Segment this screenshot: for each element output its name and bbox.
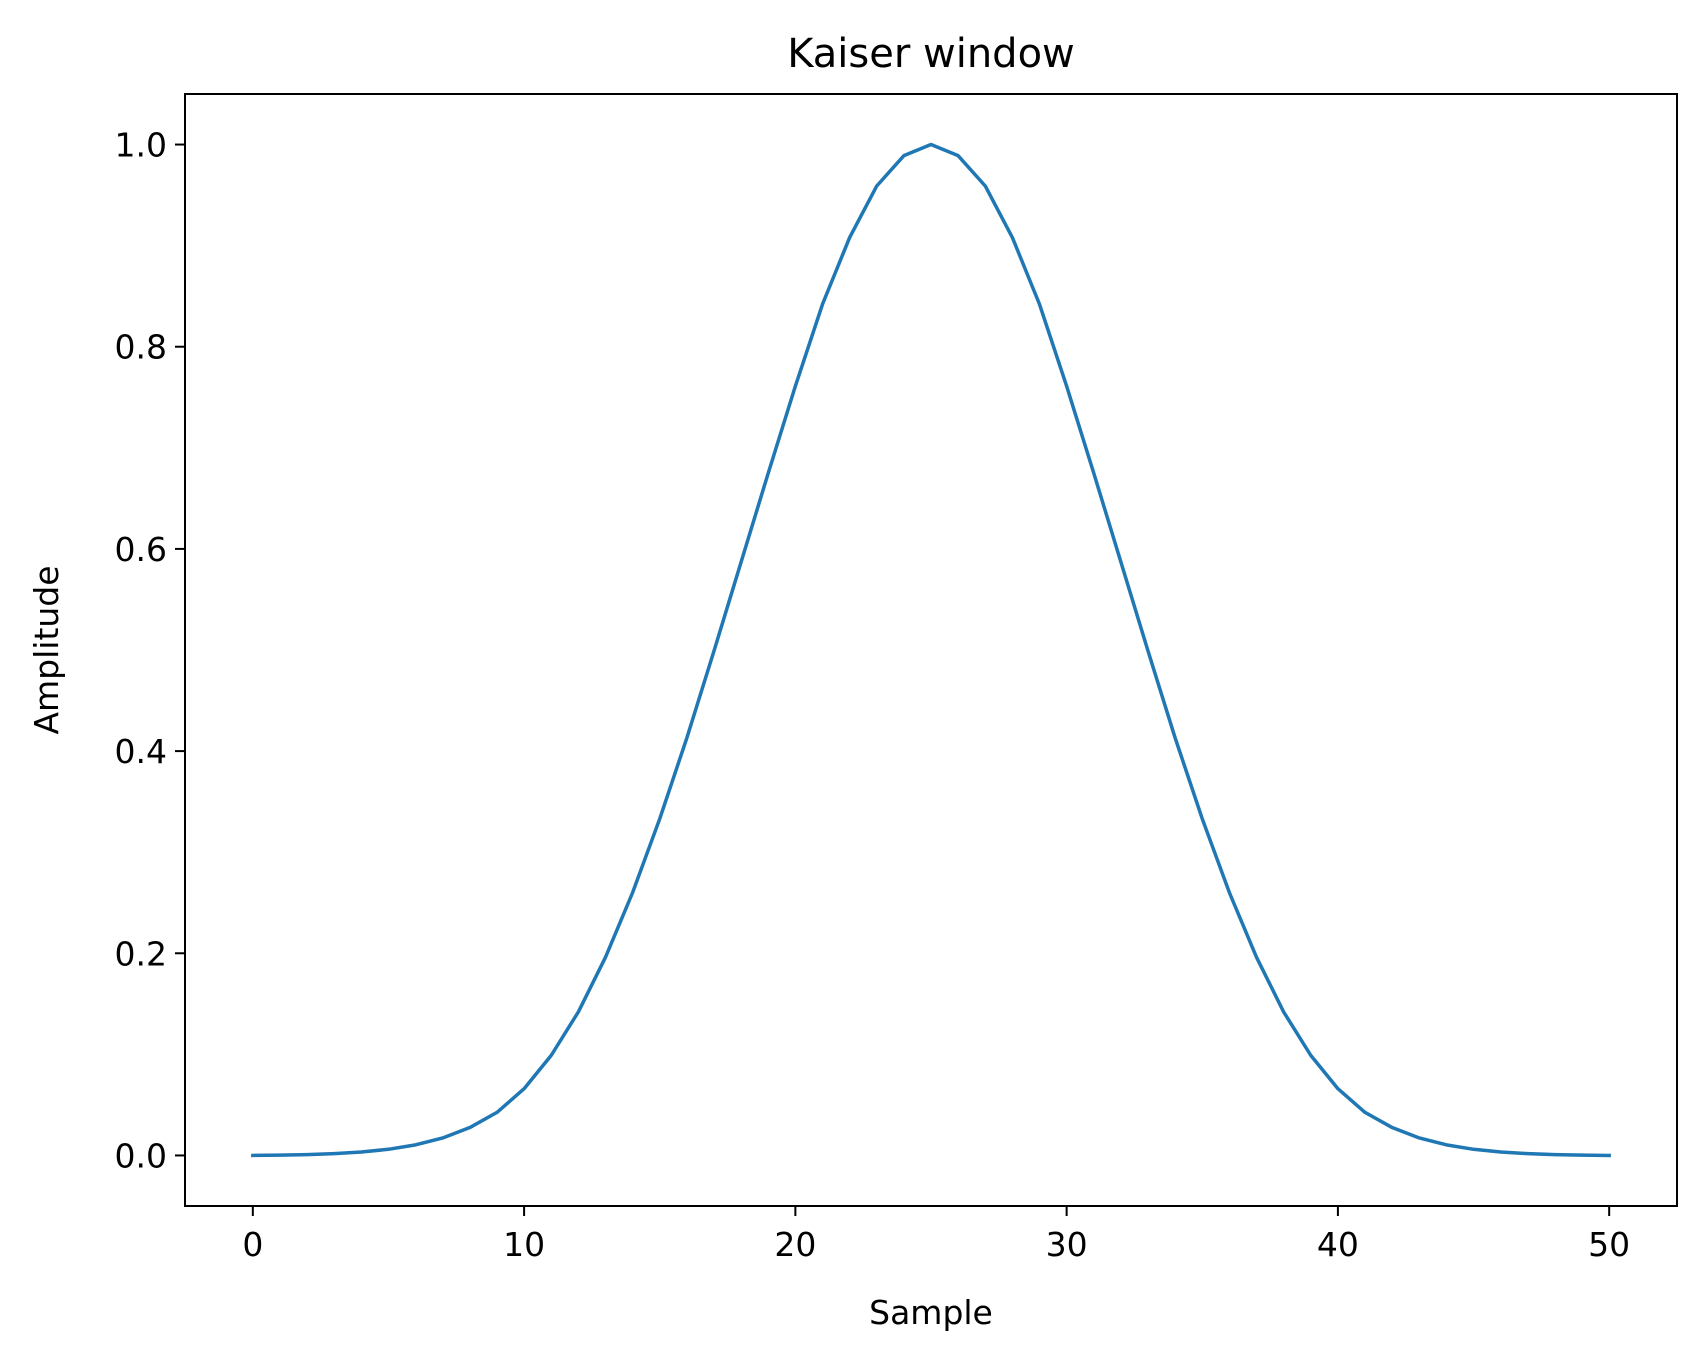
x-axis-ticks: 0 10 20 30 40 50 — [242, 1206, 1630, 1264]
y-tick-label: 0.4 — [115, 732, 167, 771]
y-tick-label: 0.8 — [115, 328, 167, 367]
series-line — [251, 142, 1611, 1158]
x-axis-label: Sample — [869, 1293, 993, 1332]
y-tick-label: 1.0 — [115, 126, 167, 165]
x-tick-label: 40 — [1317, 1225, 1359, 1264]
plot-frame — [185, 94, 1677, 1206]
x-tick-label: 20 — [774, 1225, 816, 1264]
y-axis-label: Amplitude — [27, 565, 66, 734]
y-tick-label: 0.2 — [115, 934, 167, 973]
y-axis-ticks: 0.0 0.2 0.4 0.6 0.8 1.0 — [115, 126, 185, 1175]
plot-area — [184, 93, 1678, 1207]
plot-border — [184, 93, 1678, 1207]
x-tick-label: 0 — [242, 1225, 263, 1264]
y-tick-label: 0.0 — [115, 1136, 167, 1175]
chart-title: Kaiser window — [787, 31, 1075, 77]
x-tick-label: 50 — [1588, 1225, 1630, 1264]
y-tick-label: 0.6 — [115, 530, 167, 569]
x-tick-label: 30 — [1046, 1225, 1088, 1264]
x-tick-label: 10 — [503, 1225, 545, 1264]
